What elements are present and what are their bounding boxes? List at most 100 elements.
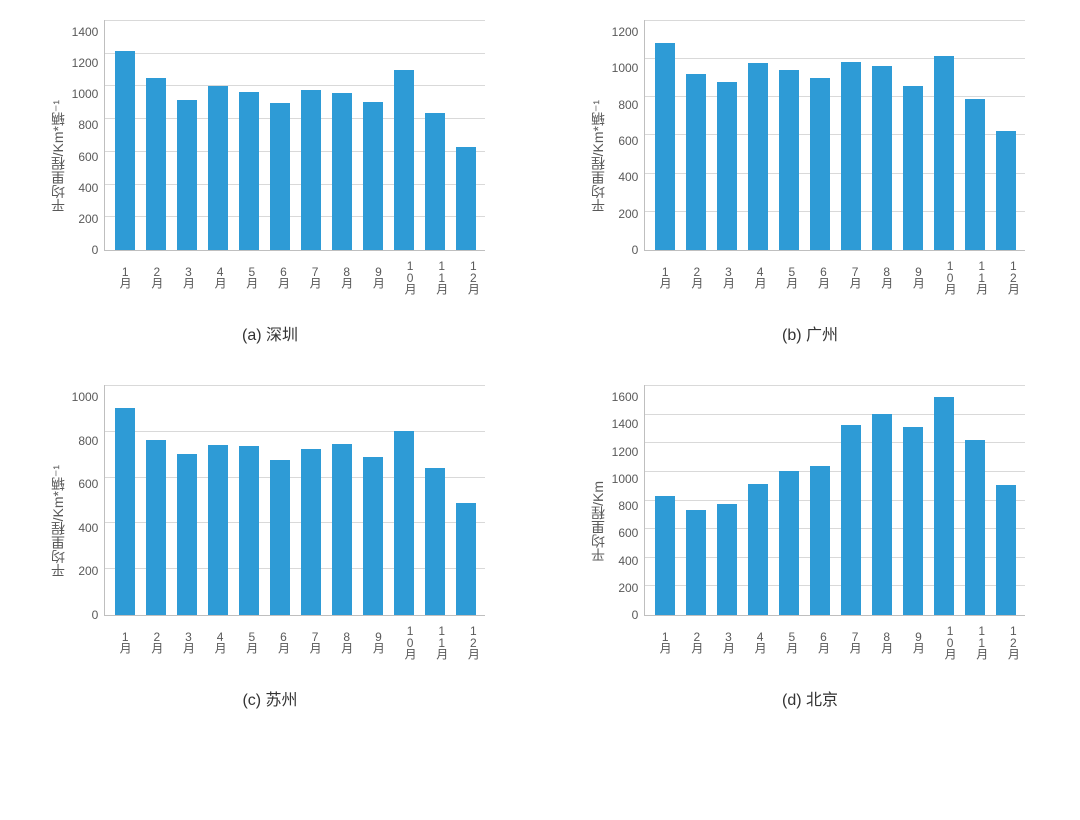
xtick-label: 9月 (907, 259, 927, 293)
caption-d: (d) 北京 (782, 686, 838, 710)
bar (996, 485, 1016, 615)
yticks-d: 16001400120010008006004002000 (612, 385, 645, 615)
bars-a (105, 20, 485, 250)
chart-b: 平均里程/Km*辆⁻¹ 120010008006004002000 1月2月3月… (588, 20, 1033, 293)
chart-grid: 平均里程/Km*辆⁻¹ 1400 1200 1000 800 600 400 200 0 1月… (20, 20, 1060, 710)
xtick-label: 5月 (241, 624, 261, 658)
xtick-label: 7月 (844, 259, 864, 293)
ytick-label: 200 (78, 213, 98, 225)
xtick-label: 8月 (336, 259, 356, 293)
xtick-label: 6月 (812, 259, 832, 293)
bar (717, 504, 737, 615)
ytick-label: 1400 (612, 418, 639, 430)
chart-a: 平均里程/Km*辆⁻¹ 1400120010008006004002000 1月… (48, 20, 493, 293)
xtick-label: 10月 (939, 624, 959, 658)
ytick-label: 1000 (72, 391, 99, 403)
xtick-label: 4月 (749, 259, 769, 293)
bar (934, 397, 954, 616)
xtick-label: 9月 (367, 259, 387, 293)
bar (332, 444, 352, 615)
bar (655, 43, 675, 250)
bar (655, 496, 675, 615)
ytick-label: 800 (618, 500, 638, 512)
ytick-label: 600 (78, 478, 98, 490)
xtick-label: 8月 (876, 259, 896, 293)
xtick-label: 9月 (907, 624, 927, 658)
bar (363, 457, 383, 615)
bar (239, 92, 259, 250)
bar (239, 446, 259, 615)
xtick-label: 2月 (146, 624, 166, 658)
chart-d: 平均里程/Km 16001400120010008006004002000 1月… (588, 385, 1033, 658)
ytick-label: 400 (618, 171, 638, 183)
bar (363, 102, 383, 250)
panel-d: 平均里程/Km 16001400120010008006004002000 1月… (560, 385, 1060, 710)
xtick-label: 6月 (272, 624, 292, 658)
bar (208, 86, 228, 250)
plot-a (104, 20, 485, 251)
ytick-label: 1000 (612, 62, 639, 74)
ylabel-b: 平均里程/Km*辆⁻¹ (588, 100, 608, 212)
bar (425, 113, 445, 250)
bar (177, 454, 197, 615)
panel-c: 平均里程/Km*辆⁻¹ 10008006004002000 1月2月3月4月5月… (20, 385, 520, 710)
xtick-label: 2月 (686, 259, 706, 293)
xticks-b: 1月2月3月4月5月6月7月8月9月10月11月12月 (644, 251, 1032, 293)
xtick-label: 7月 (304, 259, 324, 293)
ytick-label: 600 (78, 151, 98, 163)
xtick-label: 4月 (749, 624, 769, 658)
bar (301, 90, 321, 250)
ytick-label: 200 (618, 208, 638, 220)
bar (810, 78, 830, 251)
ytick-label: 200 (618, 582, 638, 594)
bar (872, 66, 892, 250)
plot-b (644, 20, 1025, 251)
panel-a: 平均里程/Km*辆⁻¹ 1400120010008006004002000 1月… (20, 20, 520, 345)
xtick-label: 10月 (399, 259, 419, 293)
bar (456, 503, 476, 615)
bar (872, 414, 892, 615)
bar (903, 86, 923, 250)
xtick-label: 12月 (1002, 624, 1022, 658)
bar (779, 471, 799, 615)
xtick-label: 6月 (812, 624, 832, 658)
ytick-label: 400 (618, 555, 638, 567)
yticks-a: 1400120010008006004002000 (72, 20, 105, 250)
xtick-label: 2月 (146, 259, 166, 293)
plot-c (104, 385, 485, 616)
ytick-label: 0 (632, 244, 639, 256)
bar (965, 440, 985, 615)
bar (332, 93, 352, 250)
xtick-label: 3月 (717, 624, 737, 658)
ytick-label: 800 (78, 119, 98, 131)
bar (717, 82, 737, 250)
bars-d (645, 385, 1025, 615)
bar (146, 78, 166, 251)
caption-a: (a) 深圳 (242, 321, 298, 345)
ylabel-d: 平均里程/Km (588, 481, 608, 562)
ytick-label: 1200 (612, 26, 639, 38)
ytick-label: 400 (78, 182, 98, 194)
yticks-b: 120010008006004002000 (612, 20, 645, 250)
xtick-label: 5月 (241, 259, 261, 293)
xtick-label: 10月 (939, 259, 959, 293)
xtick-label: 4月 (209, 624, 229, 658)
xtick-label: 7月 (844, 624, 864, 658)
ytick-label: 600 (618, 135, 638, 147)
plot-d (644, 385, 1025, 616)
bar (779, 70, 799, 250)
ytick-label: 1200 (612, 446, 639, 458)
xtick-label: 1月 (114, 624, 134, 658)
caption-c: (c) 苏州 (242, 686, 297, 710)
bar (301, 449, 321, 615)
xtick-label: 10月 (399, 624, 419, 658)
ytick-label: 800 (618, 99, 638, 111)
xtick-label: 8月 (336, 624, 356, 658)
xtick-label: 3月 (717, 259, 737, 293)
bar (686, 510, 706, 615)
bar (748, 63, 768, 250)
bar (208, 445, 228, 615)
xtick-label: 1月 (114, 259, 134, 293)
bar (456, 147, 476, 251)
ytick-label: 1000 (72, 88, 99, 100)
